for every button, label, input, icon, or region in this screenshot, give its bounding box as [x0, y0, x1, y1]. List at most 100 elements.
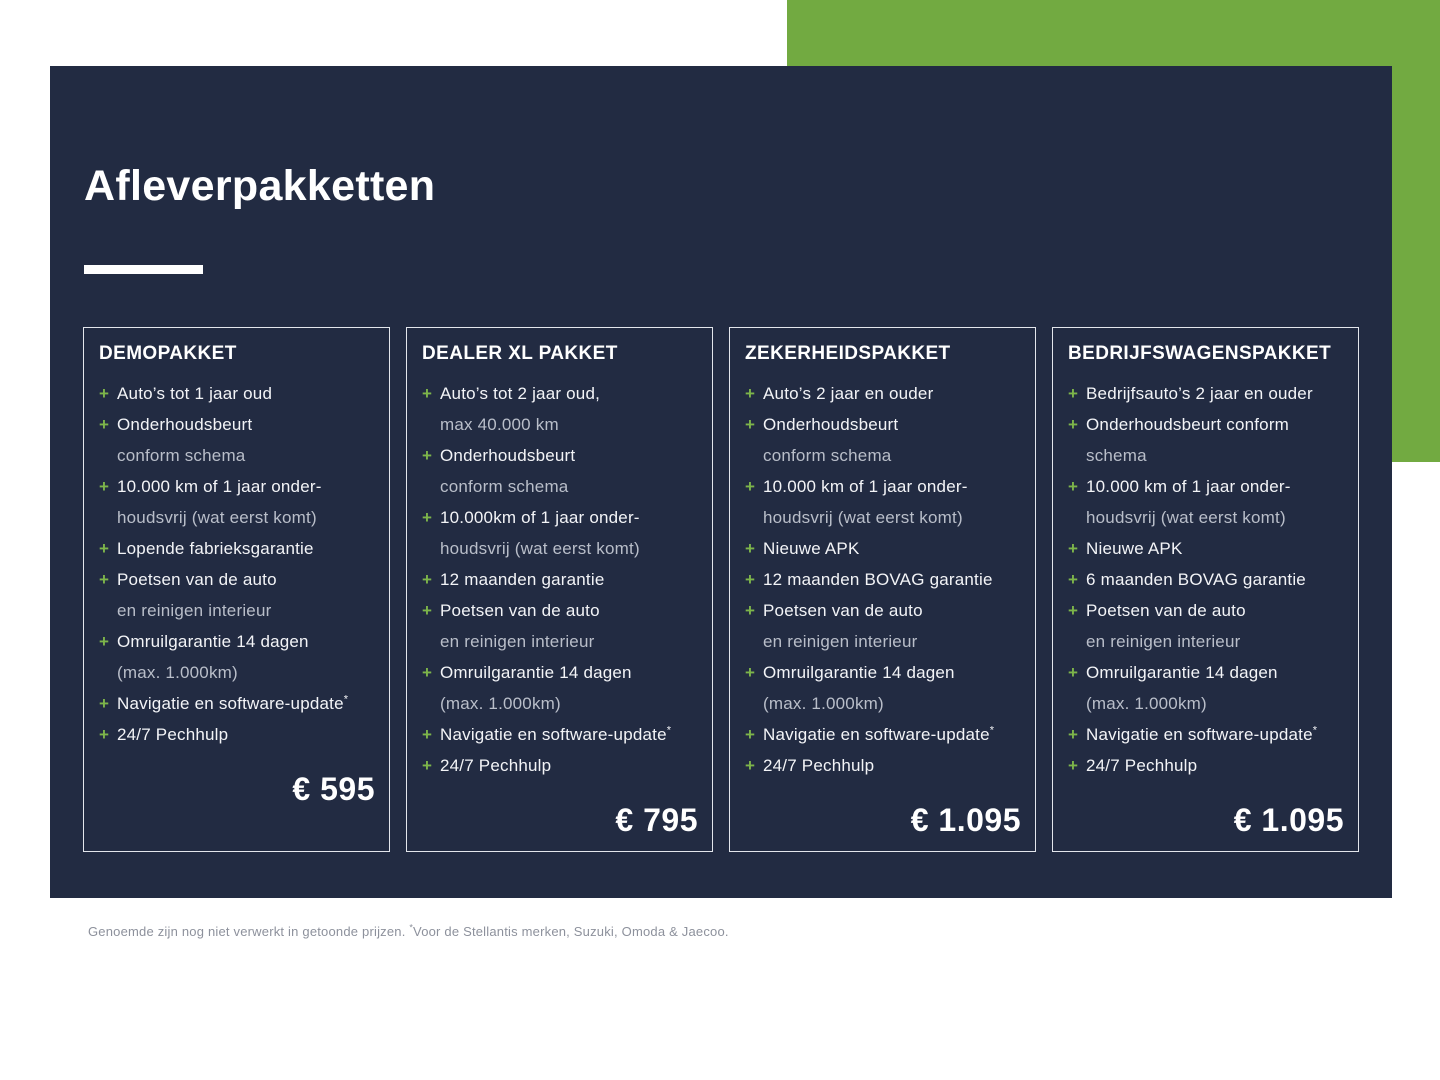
package-card: BEDRIJFSWAGENSPAKKET + Bedrijfsauto’s 2 ja…	[1052, 327, 1359, 852]
plus-icon: +	[1068, 477, 1079, 496]
plus-icon: +	[422, 725, 433, 744]
feature-line: houdsvrij (wat eerst komt)	[1086, 508, 1286, 527]
package-price: € 1.095	[910, 802, 1021, 838]
plus-icon: +	[422, 663, 433, 682]
footnote: Genoemde zijn nog niet verwerkt in getoo…	[88, 922, 729, 939]
feature-line: en reinigen interieur	[117, 601, 272, 620]
feature-line: Auto’s tot 2 jaar oud,	[440, 384, 601, 403]
plus-icon: +	[1068, 601, 1079, 620]
feature-line: Auto’s tot 1 jaar oud	[117, 384, 273, 403]
feature-line: conform schema	[440, 477, 569, 496]
package-price: € 595	[292, 771, 375, 807]
feature-line: Navigatie en software-update*	[1086, 724, 1318, 744]
plus-icon: +	[422, 508, 433, 527]
feature-line: Poetsen van de auto	[117, 570, 277, 589]
feature-line: Navigatie en software-update*	[763, 724, 995, 744]
plus-icon: +	[1068, 756, 1079, 775]
feature-line: 10.000 km of 1 jaar onder-	[117, 477, 322, 496]
feature-line: houdsvrij (wat eerst komt)	[440, 539, 640, 558]
feature-line: conform schema	[117, 446, 246, 465]
feature-item: + Navigatie en software-update*	[422, 719, 698, 750]
plus-icon: +	[422, 570, 433, 589]
feature-line: Poetsen van de auto	[763, 601, 923, 620]
plus-icon: +	[745, 415, 756, 434]
feature-list: + Auto’s 2 jaar en ouder + Onderhoudsbeurt c…	[745, 378, 1021, 781]
feature-line: Poetsen van de auto	[440, 601, 600, 620]
feature-line: Omruilgarantie 14 dagen	[763, 663, 955, 682]
feature-line: (max. 1.000km)	[763, 694, 884, 713]
feature-line: 10.000 km of 1 jaar onder-	[763, 477, 968, 496]
feature-line: houdsvrij (wat eerst komt)	[117, 508, 317, 527]
feature-item: + Poetsen van de auto en reinigen interieu…	[1068, 595, 1344, 657]
feature-line: Omruilgarantie 14 dagen	[1086, 663, 1278, 682]
feature-item: + Omruilgarantie 14 dagen (max. 1.000km)	[1068, 657, 1344, 719]
package-card-title: DEALER XL PAKKET	[422, 343, 618, 364]
feature-item: + Auto’s tot 1 jaar oud	[99, 378, 375, 409]
feature-item: + Navigatie en software-update*	[99, 688, 375, 719]
feature-line: Bedrijfsauto’s 2 jaar en ouder	[1086, 384, 1313, 403]
feature-line: 10.000 km of 1 jaar onder-	[1086, 477, 1291, 496]
footnote-asterisk: *	[409, 922, 414, 933]
package-card-title: BEDRIJFSWAGENSPAKKET	[1068, 343, 1332, 364]
feature-line: (max. 1.000km)	[117, 663, 238, 682]
plus-icon: +	[422, 384, 433, 403]
feature-item: +6 maanden BOVAG garantie	[1068, 564, 1344, 595]
plus-icon: +	[745, 725, 756, 744]
feature-line: houdsvrij (wat eerst komt)	[763, 508, 963, 527]
feature-line: Onderhoudsbeurt	[440, 446, 576, 465]
feature-item: + Auto’s 2 jaar en ouder	[745, 378, 1021, 409]
feature-line: (max. 1.000km)	[1086, 694, 1207, 713]
feature-line: Navigatie en software-update*	[440, 724, 672, 744]
plus-icon: +	[422, 756, 433, 775]
plus-icon: +	[99, 694, 110, 713]
feature-line: 6 maanden BOVAG garantie	[1086, 570, 1306, 589]
feature-item: +10.000 km of 1 jaar onder-houdsvrij (wa…	[1068, 471, 1344, 533]
superscript-asterisk: *	[989, 724, 995, 737]
feature-item: + Onderhoudsbeurt conform schema	[745, 409, 1021, 471]
feature-line: en reinigen interieur	[763, 632, 918, 651]
feature-item: + Omruilgarantie 14 dagen (max. 1.000km)	[422, 657, 698, 719]
feature-item: +12 maanden BOVAG garantie	[745, 564, 1021, 595]
feature-item: + Nieuwe APK	[745, 533, 1021, 564]
feature-item: + Poetsen van de auto en reinigen interieu…	[422, 595, 698, 657]
package-card-title: ZEKERHEIDSPAKKET	[745, 343, 951, 364]
footnote-text-suffix: Voor de Stellantis merken, Suzuki, Omoda…	[413, 924, 729, 939]
feature-line: Nieuwe APK	[1086, 539, 1183, 558]
plus-icon: +	[99, 539, 110, 558]
plus-icon: +	[745, 663, 756, 682]
feature-line: 24/7 Pechhulp	[440, 756, 552, 775]
plus-icon: +	[1068, 570, 1079, 589]
feature-list: + Auto’s tot 1 jaar oud + Onderhoudsbeurt co…	[99, 378, 375, 750]
footnote-text-prefix: Genoemde zijn nog niet verwerkt in getoo…	[88, 924, 410, 939]
title-underline-bar	[84, 265, 203, 274]
feature-item: + Onderhoudsbeurt conform schema	[422, 440, 698, 502]
feature-line: en reinigen interieur	[1086, 632, 1241, 651]
package-card: ZEKERHEIDSPAKKET + Auto’s 2 jaar en ouder +…	[729, 327, 1036, 852]
superscript-asterisk: *	[343, 693, 349, 706]
feature-line: 24/7 Pechhulp	[1086, 756, 1198, 775]
feature-line: 12 maanden garantie	[440, 570, 605, 589]
superscript-asterisk: *	[1312, 724, 1318, 737]
plus-icon: +	[745, 384, 756, 403]
plus-icon: +	[745, 570, 756, 589]
feature-item: +24/7 Pechhulp	[1068, 750, 1344, 781]
feature-item: + Poetsen van de auto en reinigen interieu…	[745, 595, 1021, 657]
page-title: Afleverpakketten	[84, 162, 436, 210]
plus-icon: +	[745, 477, 756, 496]
feature-item: + Onderhoudsbeurt conform schema	[1068, 409, 1344, 471]
plus-icon: +	[745, 756, 756, 775]
feature-line: 24/7 Pechhulp	[763, 756, 875, 775]
plus-icon: +	[745, 539, 756, 558]
plus-icon: +	[1068, 725, 1079, 744]
feature-item: +24/7 Pechhulp	[745, 750, 1021, 781]
feature-line: conform schema	[763, 446, 892, 465]
feature-line: 10.000km of 1 jaar onder-	[440, 508, 640, 527]
feature-item: +10.000 km of 1 jaar onder-houdsvrij (wa…	[745, 471, 1021, 533]
plus-icon: +	[422, 446, 433, 465]
feature-line: (max. 1.000km)	[440, 694, 561, 713]
feature-line: Onderhoudsbeurt	[763, 415, 899, 434]
feature-item: + Poetsen van de auto en reinigen interieu…	[99, 564, 375, 626]
feature-line: Omruilgarantie 14 dagen	[440, 663, 632, 682]
feature-item: + Navigatie en software-update*	[1068, 719, 1344, 750]
feature-item: +12 maanden garantie	[422, 564, 698, 595]
